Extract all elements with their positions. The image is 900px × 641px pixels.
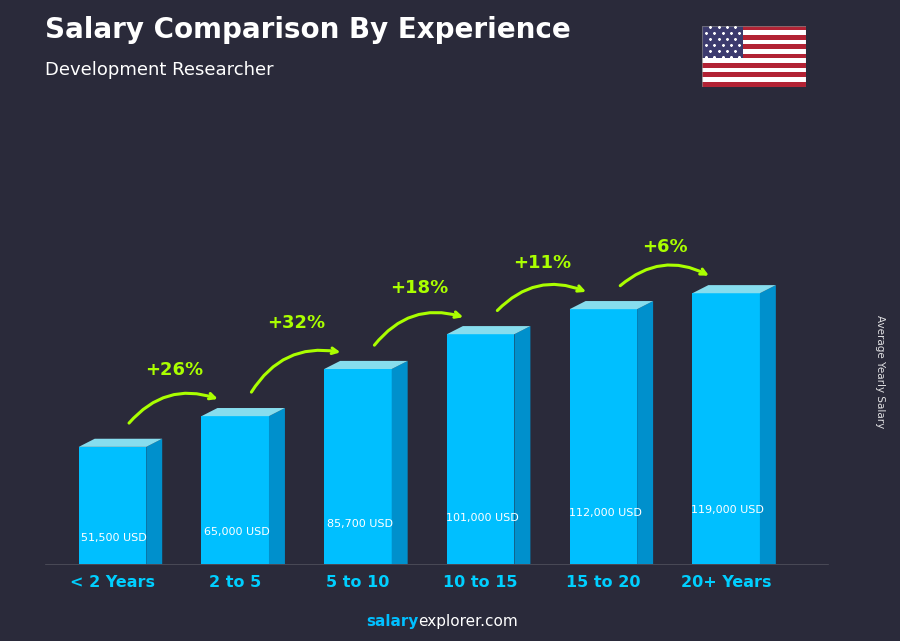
Text: +6%: +6% (642, 238, 688, 256)
Text: Average Yearly Salary: Average Yearly Salary (875, 315, 886, 428)
Polygon shape (202, 408, 285, 416)
Polygon shape (447, 334, 515, 564)
Polygon shape (692, 285, 776, 293)
Polygon shape (202, 416, 269, 564)
Text: 119,000 USD: 119,000 USD (691, 505, 764, 515)
Polygon shape (702, 35, 806, 40)
Text: 112,000 USD: 112,000 USD (569, 508, 642, 518)
Polygon shape (79, 447, 147, 564)
Polygon shape (79, 438, 162, 447)
Polygon shape (637, 301, 653, 564)
Text: 65,000 USD: 65,000 USD (204, 528, 270, 537)
Polygon shape (269, 408, 285, 564)
Polygon shape (324, 369, 392, 564)
Text: +11%: +11% (513, 254, 572, 272)
Text: Development Researcher: Development Researcher (45, 61, 274, 79)
Text: +26%: +26% (145, 361, 202, 379)
Polygon shape (692, 293, 760, 564)
Polygon shape (147, 438, 162, 564)
Polygon shape (702, 30, 806, 35)
Text: 101,000 USD: 101,000 USD (446, 513, 518, 522)
Polygon shape (515, 326, 530, 564)
Polygon shape (392, 361, 408, 564)
Text: 51,500 USD: 51,500 USD (81, 533, 147, 543)
Polygon shape (570, 301, 653, 309)
Text: +32%: +32% (267, 314, 326, 332)
Polygon shape (702, 63, 806, 68)
Text: +18%: +18% (391, 279, 448, 297)
Text: 85,700 USD: 85,700 USD (327, 519, 392, 529)
Polygon shape (702, 26, 806, 30)
Polygon shape (702, 40, 806, 44)
Polygon shape (702, 58, 806, 63)
Polygon shape (702, 44, 806, 49)
Polygon shape (447, 326, 530, 334)
Text: Salary Comparison By Experience: Salary Comparison By Experience (45, 16, 571, 44)
Polygon shape (702, 68, 806, 72)
Polygon shape (760, 285, 776, 564)
Polygon shape (324, 361, 408, 369)
Polygon shape (702, 82, 806, 87)
Polygon shape (702, 26, 743, 58)
Text: salary: salary (366, 615, 418, 629)
Text: explorer.com: explorer.com (418, 615, 518, 629)
Polygon shape (702, 72, 806, 77)
Polygon shape (702, 49, 806, 54)
Polygon shape (570, 309, 637, 564)
Polygon shape (702, 77, 806, 82)
Polygon shape (702, 54, 806, 58)
